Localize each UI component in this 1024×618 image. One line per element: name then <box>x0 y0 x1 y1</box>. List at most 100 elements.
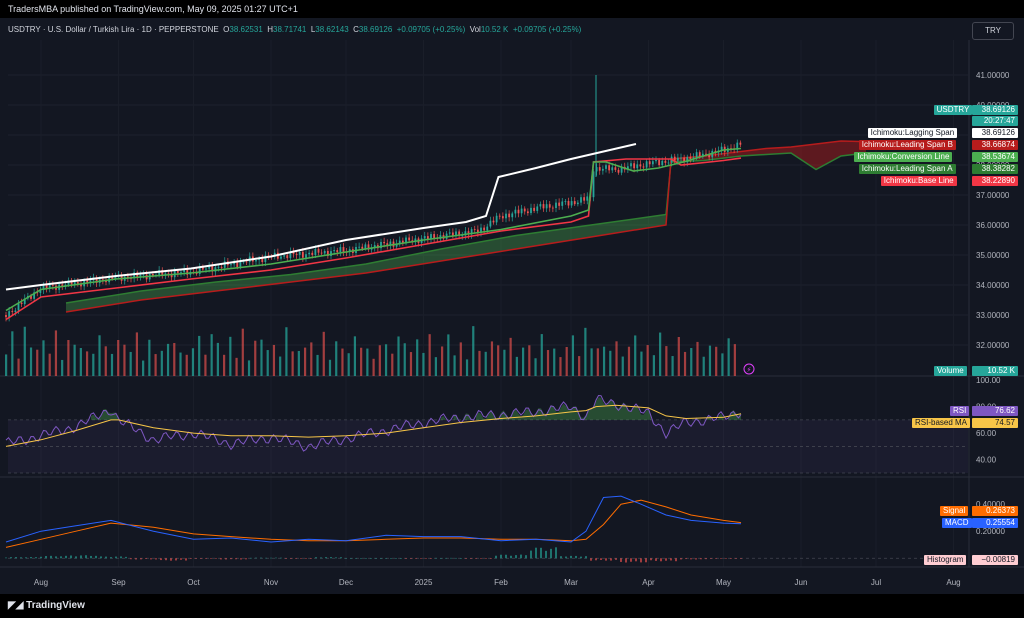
volume-bar <box>559 357 562 376</box>
rsi-overbought-fill <box>603 402 606 420</box>
volume-bar <box>490 341 494 376</box>
candle-body <box>214 267 217 272</box>
candle-body <box>636 164 639 169</box>
volume-bar <box>733 344 736 376</box>
candle-body <box>423 236 426 239</box>
ichimoku-lagging-span <box>5 143 637 291</box>
macd-histogram-bar <box>645 558 647 563</box>
candle-body <box>51 284 54 286</box>
candle-body <box>608 165 611 171</box>
ichimoku-cloud-segment <box>466 243 471 257</box>
candle-body <box>11 311 14 313</box>
histogram-label-tag: Histogram <box>924 555 967 565</box>
time-axis-label: Apr <box>642 578 655 587</box>
rsi-overbought-fill <box>523 409 526 420</box>
ichimoku-cloud-segment <box>201 283 206 293</box>
macd-histogram-bar <box>460 557 462 559</box>
ichimoku-cloud-segment <box>436 249 441 262</box>
rsi-overbought-fill <box>476 412 479 420</box>
volume-bar <box>615 341 618 376</box>
macd-histogram-bar <box>680 558 682 560</box>
ichimoku-cloud-segment <box>651 215 656 228</box>
macd-histogram-bar <box>410 558 412 559</box>
rsi-overbought-fill <box>561 403 564 420</box>
candle-body <box>633 163 636 169</box>
candle-body <box>126 276 129 278</box>
ichimoku-cloud-segment <box>376 261 381 272</box>
macd-histogram-bar <box>385 558 387 559</box>
candle-body <box>361 246 364 249</box>
candle-body <box>23 298 26 305</box>
macd-histogram-bar <box>445 557 447 559</box>
macd-histogram-bar <box>235 558 237 560</box>
currency-button[interactable]: TRY <box>972 22 1014 40</box>
volume-bar <box>453 355 456 376</box>
rsi-overbought-fill <box>441 415 444 420</box>
candle-body <box>8 311 11 318</box>
macd-histogram-bar <box>300 558 302 559</box>
ichimoku-cloud-segment <box>331 268 336 278</box>
candle-body <box>676 157 679 161</box>
candle-body <box>630 163 632 167</box>
candle-body <box>408 237 411 241</box>
ichimoku-cloud-segment <box>786 147 791 154</box>
price-axis-label: 32.00000 <box>976 341 1010 350</box>
ichimoku-cloud-segment <box>661 214 666 226</box>
rsi-ma-line <box>5 404 742 447</box>
tradingview-icon: ◤◢ <box>8 600 27 611</box>
ichimoku-cloud-segment <box>156 288 161 299</box>
macd-histogram-bar <box>180 558 182 560</box>
rsi-overbought-fill <box>628 410 631 420</box>
candle-body <box>95 277 98 283</box>
ichimoku-cloud-segment <box>256 277 261 287</box>
volume-bar <box>727 338 730 376</box>
ichimoku-cloud-segment <box>121 293 126 304</box>
ichimoku-cloud-segment <box>241 279 246 288</box>
candle-body <box>264 255 267 263</box>
volume-bar <box>166 343 170 376</box>
histogram-value-tag: −0.00819 <box>972 555 1018 565</box>
rsi-overbought-fill <box>596 397 599 420</box>
rsi-overbought-fill <box>611 399 614 420</box>
ichimoku-cloud-segment <box>751 149 756 156</box>
candle-body <box>383 241 386 244</box>
chart-svg[interactable]: 41.0000040.0000039.0000038.0000037.00000… <box>0 0 1024 594</box>
candle-body <box>295 253 298 255</box>
volume-bar <box>241 328 244 376</box>
ichimoku-cloud-segment <box>316 270 321 279</box>
volume-bar <box>98 335 101 376</box>
candle-body <box>89 280 92 283</box>
candle-body <box>370 248 373 250</box>
macd-histogram-bar <box>675 558 677 562</box>
candle-body <box>611 167 614 171</box>
top-banner: TradersMBA published on TradingView.com,… <box>0 0 1024 18</box>
time-axis-label: May <box>716 578 731 587</box>
ichimoku-cloud-segment <box>166 287 171 297</box>
volume-bar <box>173 343 176 376</box>
price-axis-label: 34.00000 <box>976 281 1010 290</box>
ichimoku-cloud-segment <box>346 266 351 276</box>
ichimoku-cloud-segment <box>451 246 456 260</box>
candle-body <box>245 261 248 263</box>
change-value: +0.09705 (+0.25%) <box>396 25 466 34</box>
low-value: 38.62143 <box>315 25 349 34</box>
candle-body <box>170 273 173 278</box>
ichimoku-cloud-segment <box>536 232 541 246</box>
candle-body <box>605 165 607 169</box>
volume-bar <box>235 357 238 376</box>
chart-area[interactable] <box>0 18 1024 594</box>
candle-body <box>208 266 211 269</box>
tradingview-logo[interactable]: ◤◢ TradingView <box>8 600 85 611</box>
candle-body <box>470 229 473 235</box>
legend-label: Ichimoku:Lagging Span <box>867 128 958 138</box>
candle-body <box>501 216 504 219</box>
ichimoku-cloud-segment <box>761 148 766 155</box>
volume-bar <box>416 339 419 376</box>
ichimoku-cloud-segment <box>396 257 401 269</box>
macd-histogram-bar <box>100 556 102 559</box>
macd-histogram-bar <box>270 557 272 559</box>
ichimoku-cloud-segment <box>526 233 531 248</box>
ichimoku-cloud-segment <box>301 272 306 281</box>
macd-histogram-bar <box>370 558 372 559</box>
ichimoku-cloud-segment <box>86 299 91 309</box>
